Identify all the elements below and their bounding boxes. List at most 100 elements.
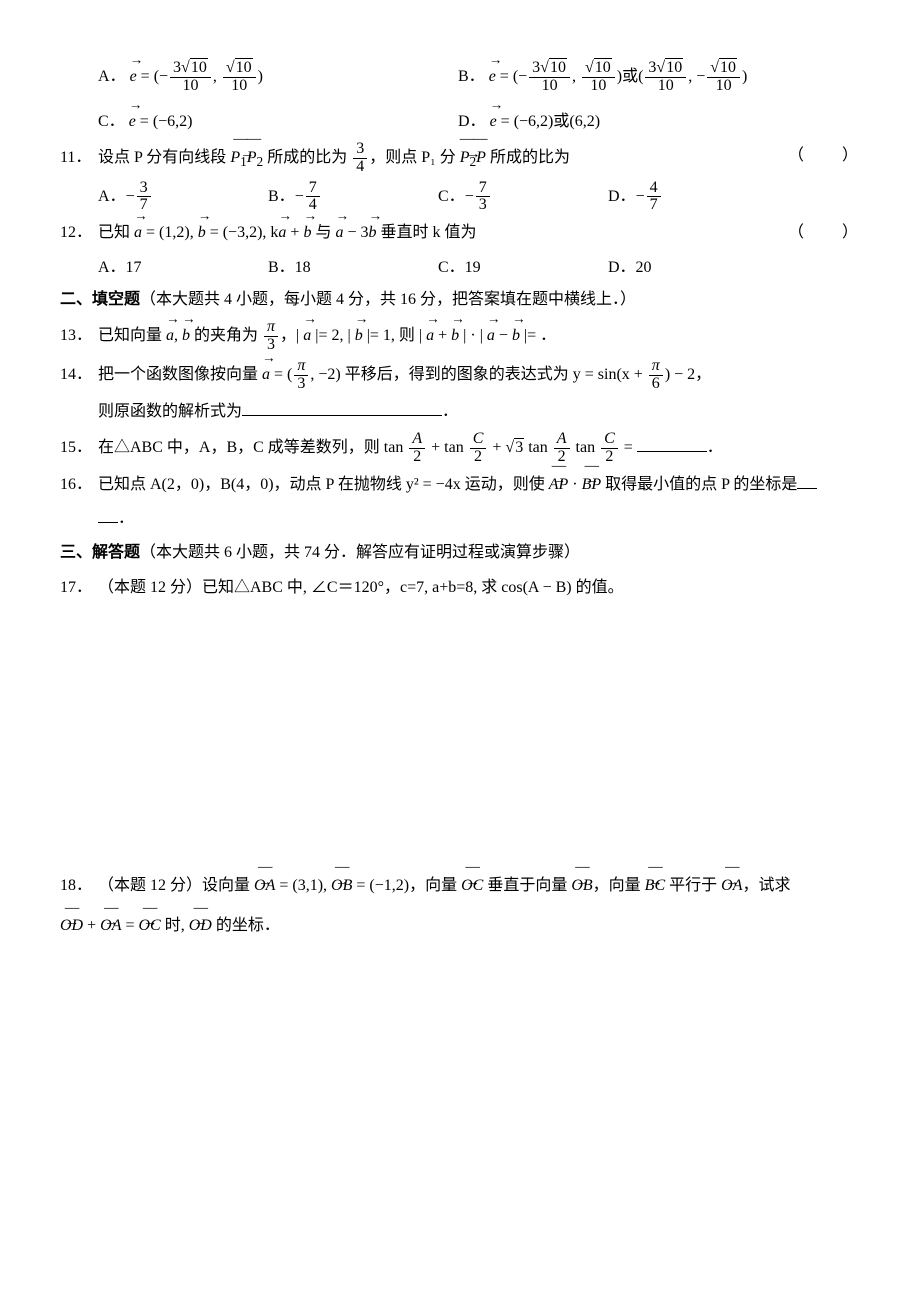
q16-blank[interactable] [797, 472, 817, 489]
q13: 13． 已知向量 →a, →b 的夹角为 π3，| →a |= 2, | →b … [60, 319, 860, 354]
q15-t2: + [488, 439, 505, 456]
opt-a-label: A． [98, 68, 126, 85]
opt-c-label: C． [98, 113, 125, 130]
q18-l2-t2: = [121, 917, 138, 934]
q18-l2-t3: 时, [161, 917, 189, 934]
opt-b-label: B． [458, 68, 485, 85]
q15-body: 在△ABC 中，A，B，C 成等差数列，则 tan A2 + tan C2 + … [98, 431, 860, 466]
sec3-bold: 三、解答题 [60, 544, 140, 561]
q12-t1: = (1,2), [142, 224, 198, 241]
q16-blank2[interactable] [98, 506, 118, 523]
q11: 11． 设点 P 分有向线段 ——→P1P2 所成的比为 34，则点 P₁ 分 … [60, 141, 860, 176]
q11-d-l: D． [608, 188, 636, 205]
q14-num: 14． [60, 360, 98, 390]
section-3-heading: 三、解答题（本大题共 6 小题，共 74 分．解答应有证明过程或演算步骤） [60, 538, 860, 568]
q12-paren: （ ） [788, 218, 860, 248]
q13-t5: + [434, 327, 451, 344]
q11-a-l: A． [98, 188, 126, 205]
q15: 15． 在△ABC 中，A，B，C 成等差数列，则 tan A2 + tan C… [60, 431, 860, 466]
q11-body: 设点 P 分有向线段 ——→P1P2 所成的比为 34，则点 P₁ 分 ——→P… [98, 141, 860, 176]
opt-b: B． →e = (−3√1010, √1010)或(3√1010, −√1010… [458, 60, 860, 95]
q14-l2t: 则原函数的解析式为 [98, 403, 242, 420]
q12-options: A．17 B．18 C．19 D．20 [98, 253, 860, 283]
q15-num: 15． [60, 433, 98, 463]
q14: 14． 把一个函数图像按向量 →a = (π3, −2) 平移后，得到的图象的表… [60, 358, 860, 393]
q15-t0: 在△ABC 中，A，B，C 成等差数列，则 tan [98, 439, 407, 456]
q15-t5: = [620, 439, 637, 456]
q12-d: D．20 [608, 253, 652, 283]
q11-d: D．−47 [608, 180, 663, 215]
q17-workspace [60, 607, 860, 867]
sec2-rest: （本大题共 4 小题，每小题 4 分，共 16 分，把答案填在题中横线上．） [140, 291, 636, 308]
q11-b-l: B． [268, 188, 295, 205]
q18-num: 18． [60, 871, 98, 901]
opt-c: C． →e = (−6,2) [98, 107, 458, 137]
q16-t2: 取得最小值的点 P 的坐标是 [601, 476, 797, 493]
q17-num: 17． [60, 573, 98, 603]
q12-t4: 与 [311, 224, 335, 241]
q18-l2-t1: + [83, 917, 100, 934]
q15-blank[interactable] [637, 435, 707, 452]
q11-b: B．−74 [268, 180, 438, 215]
q16-num: 16． [60, 470, 98, 500]
q12-t0: 已知 [98, 224, 134, 241]
q13-t6: | · | [459, 327, 487, 344]
q11-t3: ，则点 P₁ 分 [369, 149, 459, 166]
q18: 18． （本题 12 分）设向量 —→OA = (3,1), —→OB = (−… [60, 871, 860, 901]
q13-body: 已知向量 →a, →b 的夹角为 π3，| →a |= 2, | →b |= 1… [98, 319, 860, 354]
q18-t5: 平行于 [665, 877, 721, 894]
q13-t7: − [495, 327, 512, 344]
q13-t1: 的夹角为 [190, 327, 262, 344]
q11-t4: 所成的比为 [486, 149, 570, 166]
q13-t0: 已知向量 [98, 327, 166, 344]
sec2-bold: 二、填空题 [60, 291, 140, 308]
q13-t2: ，| [280, 327, 303, 344]
q12-t2: = (−3,2), k [206, 224, 279, 241]
q18-t2: = (−1,2)，向量 [352, 877, 461, 894]
q11-options: A．−37 B．−74 C．−73 D．−47 [98, 180, 860, 215]
q16-t0: 已知点 A(2，0)，B(4，0)，动点 P 在抛物线 y² = −4x 运动，… [98, 476, 549, 493]
q11-num: 11． [60, 143, 98, 173]
q11-c-l: C． [438, 188, 465, 205]
q11-c: C．−73 [438, 180, 608, 215]
q14-t0: 把一个函数图像按向量 [98, 366, 262, 383]
q16: 16． 已知点 A(2，0)，B(4，0)，动点 P 在抛物线 y² = −4x… [60, 470, 860, 500]
q15-t3: tan [524, 439, 552, 456]
q18-t4: ，向量 [593, 877, 645, 894]
q15-t1: + tan [427, 439, 468, 456]
q17-body: （本题 12 分）已知△ABC 中, ∠C＝120°，c=7, a+b=8, 求… [98, 573, 860, 603]
q18-body: （本题 12 分）设向量 —→OA = (3,1), —→OB = (−1,2)… [98, 871, 860, 901]
q18-t1: = (3,1), [275, 877, 331, 894]
q12-t6: 垂直时 k 值为 [376, 224, 476, 241]
opt-a: A． →e = (−3√1010, √1010) [98, 60, 458, 95]
q14-t1: = ( [270, 366, 292, 383]
q11-paren: （ ） [788, 141, 860, 171]
q11-t1: 设点 P 分有向线段 [98, 149, 230, 166]
q18-t0: （本题 12 分）设向量 [98, 877, 254, 894]
q12-body: 已知 →a = (1,2), →b = (−3,2), k→a + →b 与 →… [98, 218, 860, 248]
q14-blank[interactable] [242, 399, 442, 416]
q18-line2: —→OD + —→OA = —→OC 时, —→OD 的坐标． [60, 911, 860, 941]
q12-t3: + [286, 224, 303, 241]
q16-t1: · [568, 476, 581, 493]
q13-t8: |= [520, 327, 540, 344]
q14-t2: , −2) 平移后，得到的图象的表达式为 y = sin(x + [310, 366, 646, 383]
q11-a: A．−37 [98, 180, 268, 215]
q11-t2: 所成的比为 [263, 149, 351, 166]
q18-t3: 垂直于向量 [483, 877, 571, 894]
q14-body: 把一个函数图像按向量 →a = (π3, −2) 平移后，得到的图象的表达式为 … [98, 358, 860, 393]
opt-d-label: D． [458, 113, 486, 130]
q12-a: A．17 [98, 253, 268, 283]
q14-t3: ) − 2， [665, 366, 711, 383]
sec3-rest: （本大题共 6 小题，共 74 分．解答应有证明过程或演算步骤） [140, 544, 580, 561]
q12: 12． 已知 →a = (1,2), →b = (−3,2), k→a + →b… [60, 218, 860, 248]
q13-t4: |= 1, 则 | [363, 327, 426, 344]
q18-t6: ，试求 [742, 877, 790, 894]
q13-num: 13． [60, 321, 98, 351]
q18-l2-t4: 的坐标． [212, 917, 280, 934]
q14-line2: 则原函数的解析式为． [60, 397, 860, 427]
q12-c: C．19 [438, 253, 608, 283]
q13-t3: |= 2, | [311, 327, 354, 344]
q12-b: B．18 [268, 253, 438, 283]
q12-t5: − 3 [343, 224, 368, 241]
